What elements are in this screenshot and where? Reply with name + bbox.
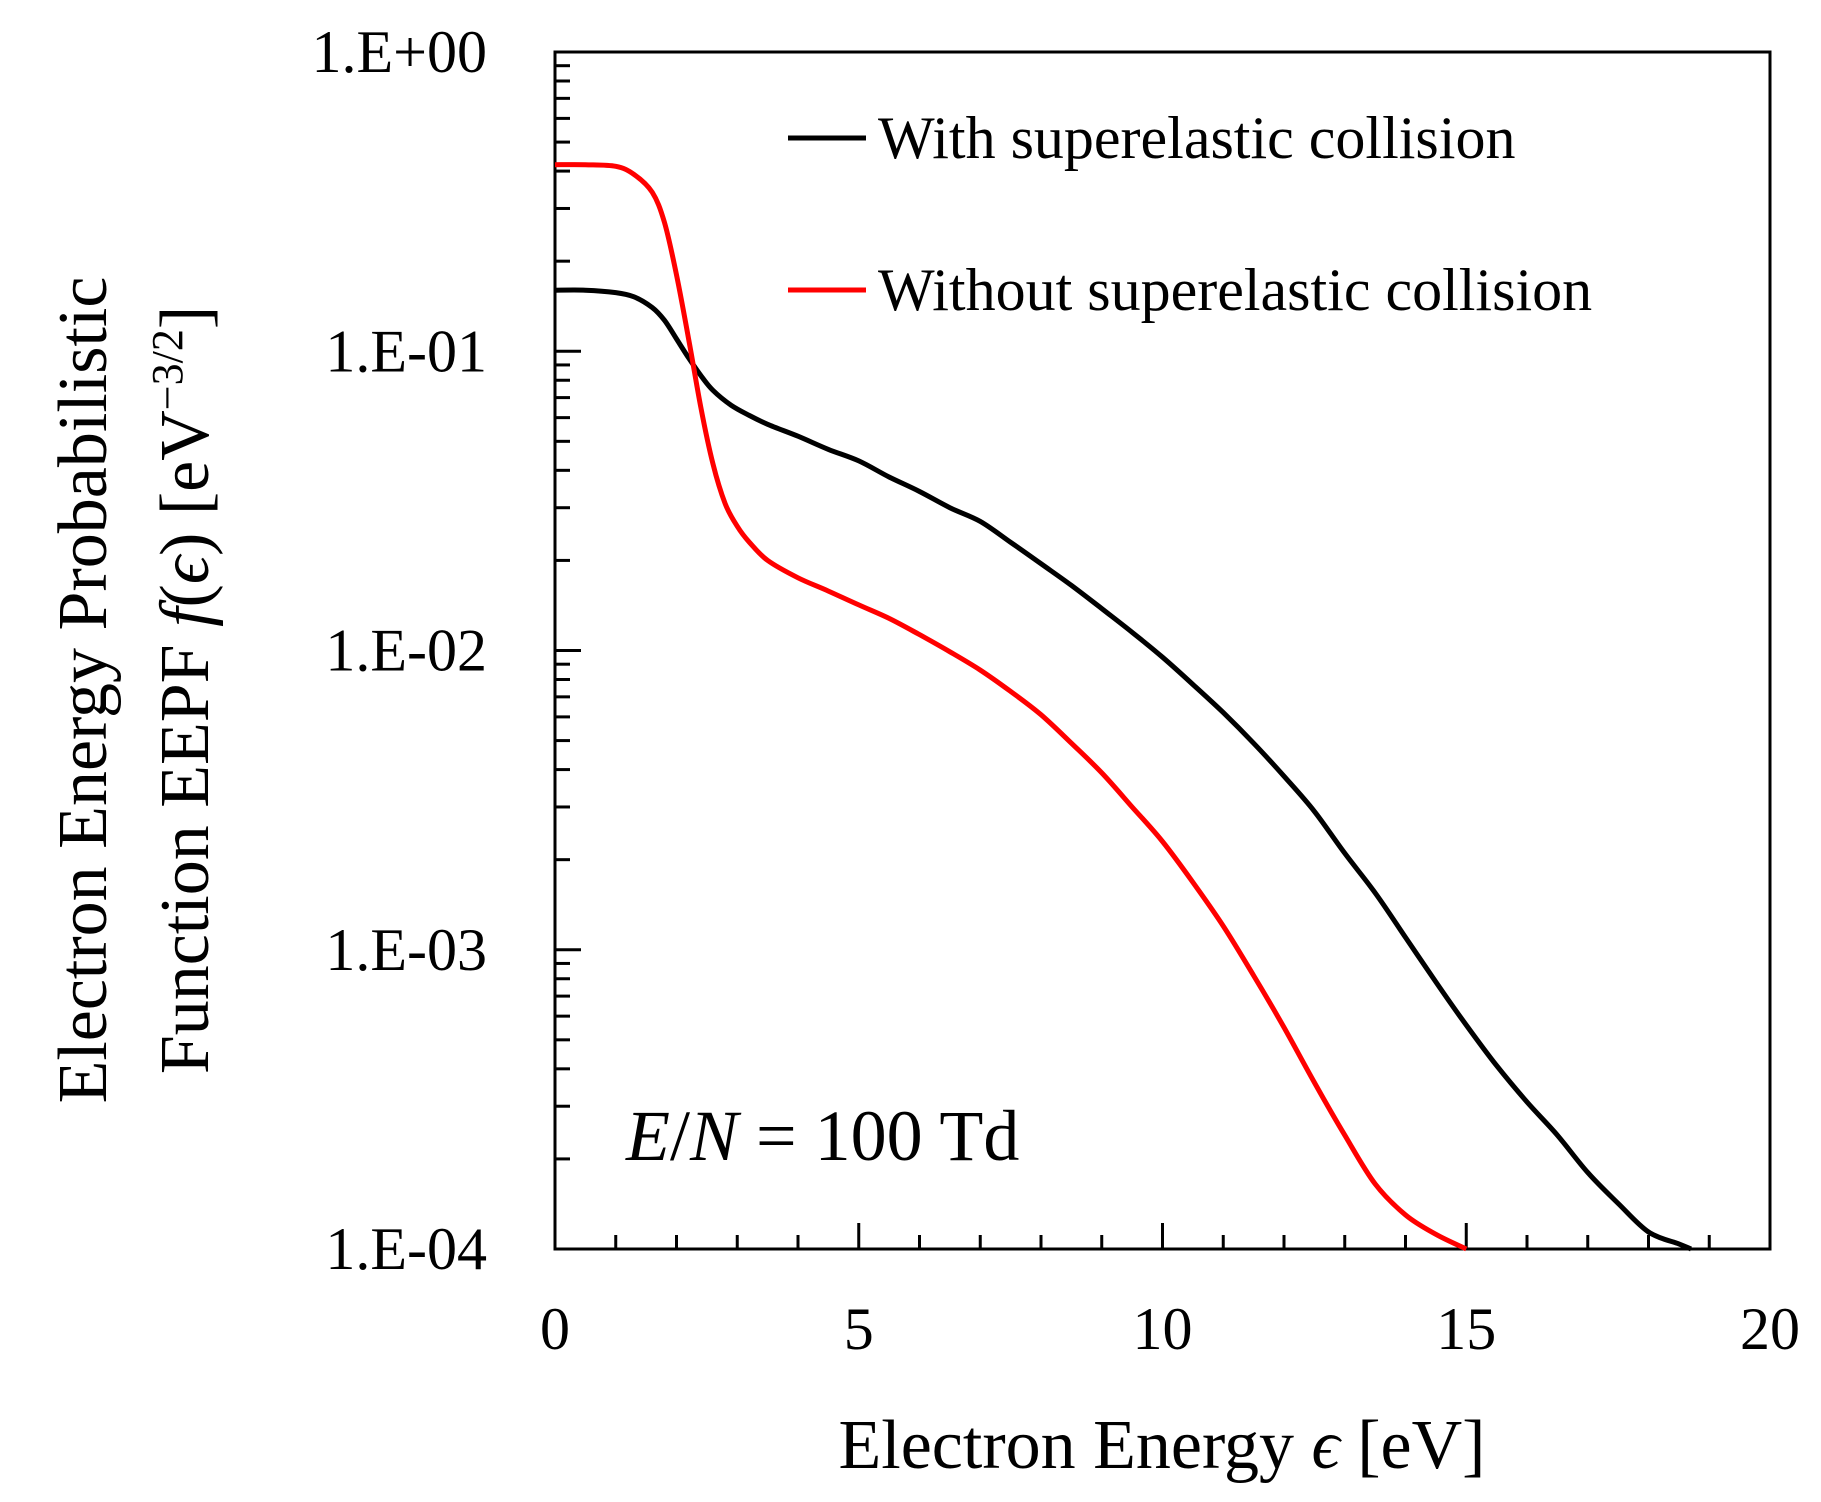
series-line-with-superelastic xyxy=(554,287,1692,1252)
y-tick-label: 1.E-04 xyxy=(325,1216,487,1282)
y-axis-title-exponent: −3/2 xyxy=(143,329,192,410)
annotation-en-ratio: E/N = 100 Td xyxy=(625,1096,1019,1176)
series-line-without-superelastic xyxy=(554,162,1468,1252)
axis-ticks xyxy=(553,50,1772,1251)
y-axis-title-unit: [eV xyxy=(147,410,224,515)
y-axis-title-line2: Function EEPF f(ϵ) [eV−3/2] xyxy=(143,306,224,1074)
annotation-e: E xyxy=(625,1096,670,1176)
series-group xyxy=(554,162,1692,1252)
y-tick-label: 1.E-03 xyxy=(325,917,487,983)
x-axis-title-unit: [eV] xyxy=(1357,1407,1485,1484)
annotation-slash: / xyxy=(670,1096,690,1176)
x-tick-label: 0 xyxy=(540,1296,570,1362)
y-axis-title-line1: Electron Energy Probabilistic xyxy=(45,277,122,1104)
annotation-n: N xyxy=(689,1096,742,1176)
legend-label-with-superelastic: With superelastic collision xyxy=(878,105,1515,171)
x-tick-label: 10 xyxy=(1133,1296,1193,1362)
y-axis-title-open-paren: ( xyxy=(147,584,224,607)
x-tick-label: 15 xyxy=(1436,1296,1496,1362)
y-axis-title-line2-text: Function EEPF xyxy=(147,644,224,1074)
x-axis-title-text: Electron Energy xyxy=(839,1407,1294,1484)
y-tick-label: 1.E-01 xyxy=(325,318,487,384)
y-axis-title-close-paren: ) xyxy=(147,533,224,556)
y-tick-label: 1.E-02 xyxy=(325,618,487,684)
plot-frame xyxy=(553,50,1772,1251)
x-tick-label: 5 xyxy=(844,1296,874,1362)
x-tick-label: 20 xyxy=(1740,1296,1800,1362)
y-axis-title-symbol: ϵ xyxy=(147,553,224,584)
tick-labels: 0 5 10 15 20 1.E+00 1.E-01 1.E-02 1.E-03 1.E-04 xyxy=(312,19,1801,1362)
annotation-value: = 100 Td xyxy=(738,1096,1019,1176)
x-axis-title-symbol: ϵ xyxy=(1312,1407,1343,1484)
x-axis-title: Electron Energy ϵ [eV] xyxy=(839,1407,1486,1484)
legend-label-without-superelastic: Without superelastic collision xyxy=(878,257,1592,323)
y-tick-label: 1.E+00 xyxy=(312,19,488,85)
y-axis-title-close-bracket: ] xyxy=(147,306,224,329)
legend: With superelastic collision Without supe… xyxy=(788,105,1592,323)
